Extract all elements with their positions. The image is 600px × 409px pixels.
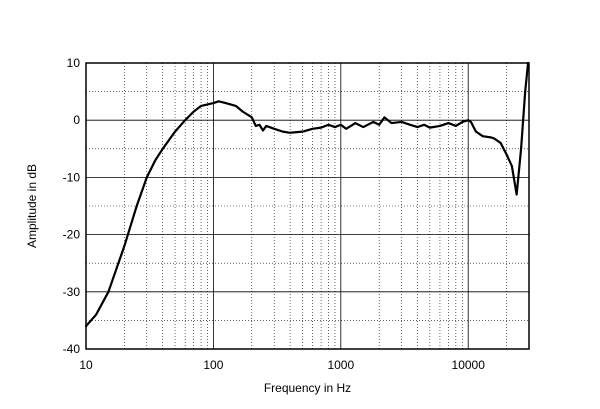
x-tick-labels: 10 100 1000 10000 [79,358,485,372]
grid [86,63,529,349]
x-axis-label: Frequency in Hz [264,381,351,395]
y-tick-label: -30 [63,285,81,299]
y-axis-label: Amplitude in dB [25,164,39,248]
plot-frame [85,62,530,350]
x-tick-label: 10000 [452,358,486,372]
x-tick-label: 10 [79,358,93,372]
y-tick-label: 10 [67,56,81,70]
x-tick-label: 1000 [327,358,354,372]
y-tick-label: -40 [63,342,81,356]
y-tick-labels: 10 0 -10 -20 -30 -40 [63,56,81,356]
y-tick-label: 0 [73,113,80,127]
series-line-amplitude [84,61,530,328]
y-tick-label: -20 [63,228,81,242]
x-tick-label: 100 [203,358,223,372]
y-tick-label: -10 [63,170,81,184]
